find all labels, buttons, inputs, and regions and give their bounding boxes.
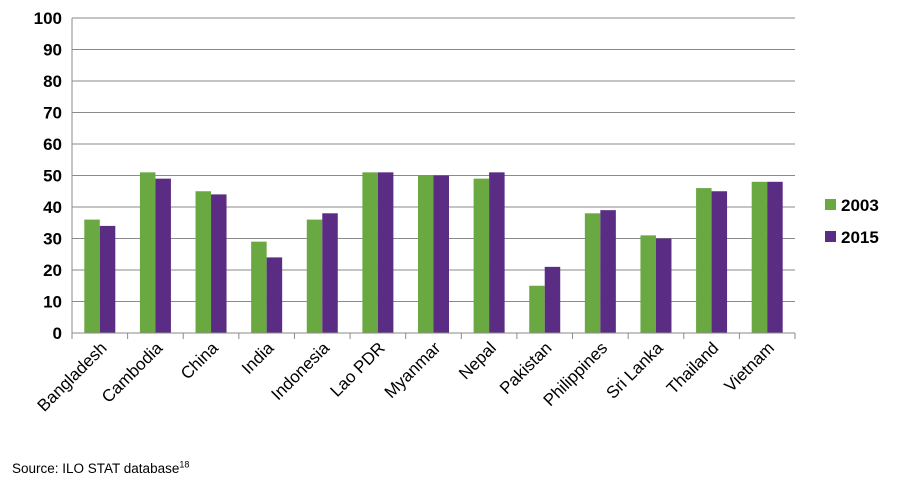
- bar-2015: [377, 172, 394, 333]
- legend: 2003 2015: [825, 196, 879, 247]
- x-tick-label: Indonesia: [268, 338, 334, 404]
- bar-2003: [306, 219, 323, 333]
- x-tick-label: Cambodia: [98, 338, 167, 407]
- footnote-marker: 18: [179, 459, 190, 470]
- legend-swatch-2003: [825, 199, 836, 210]
- x-tick-label: Bangladesh: [34, 338, 111, 415]
- bar-2003: [418, 175, 434, 333]
- bar-2003: [529, 285, 545, 333]
- bar-2015: [433, 175, 449, 333]
- y-tick-label: 60: [43, 135, 62, 154]
- legend-label-2003: 2003: [841, 196, 879, 215]
- bar-2015: [266, 257, 283, 333]
- y-tick-label: 30: [43, 230, 62, 249]
- bar-2003: [195, 191, 212, 333]
- bar-2003: [696, 188, 712, 333]
- y-tick-label: 80: [43, 72, 62, 91]
- x-tick-label: Nepal: [455, 338, 500, 383]
- bar-2003: [362, 172, 378, 333]
- x-tick-label: Myanmar: [381, 338, 445, 402]
- x-tick-label: Thailand: [663, 338, 723, 398]
- source-note: Source: ILO STAT database18: [12, 459, 190, 476]
- source-text: Source: ILO STAT database: [12, 461, 180, 476]
- y-axis: 0 10 20 30 40 50 60 70 80 90 100: [34, 9, 73, 343]
- bar-2015: [767, 181, 783, 333]
- bar-2015: [711, 191, 728, 333]
- y-tick-label: 90: [43, 41, 62, 60]
- bar-2003: [584, 213, 601, 333]
- bar-2003: [640, 235, 656, 333]
- y-tick-label: 40: [43, 198, 62, 217]
- legend-label-2015: 2015: [841, 228, 879, 247]
- bars: [84, 172, 783, 333]
- bar-2003: [751, 181, 768, 333]
- bar-2015: [489, 172, 505, 333]
- y-tick-label: 70: [43, 104, 62, 123]
- legend-swatch-2015: [825, 231, 836, 242]
- bar-2003: [139, 172, 156, 333]
- x-tick-label: Sri Lanka: [603, 338, 668, 403]
- bar-2015: [155, 178, 171, 333]
- y-tick-label: 20: [43, 261, 62, 280]
- bar-2003: [84, 219, 100, 333]
- y-tick-label: 50: [43, 167, 62, 186]
- x-tick-label: Lao PDR: [326, 338, 388, 400]
- bar-2015: [99, 225, 116, 333]
- x-tick-label: India: [238, 338, 278, 378]
- bar-2015: [655, 238, 672, 333]
- bar-2015: [600, 210, 616, 333]
- bar-2003: [473, 178, 490, 333]
- bar-2015: [322, 213, 338, 333]
- x-tick-label: China: [177, 338, 222, 383]
- bar-2015: [211, 194, 227, 333]
- bar-2015: [544, 266, 561, 333]
- y-tick-label: 0: [53, 324, 62, 343]
- y-tick-label: 100: [34, 9, 62, 28]
- bar-2003: [251, 241, 267, 333]
- y-tick-label: 10: [43, 293, 62, 312]
- x-tick-label: Vietnam: [721, 338, 778, 395]
